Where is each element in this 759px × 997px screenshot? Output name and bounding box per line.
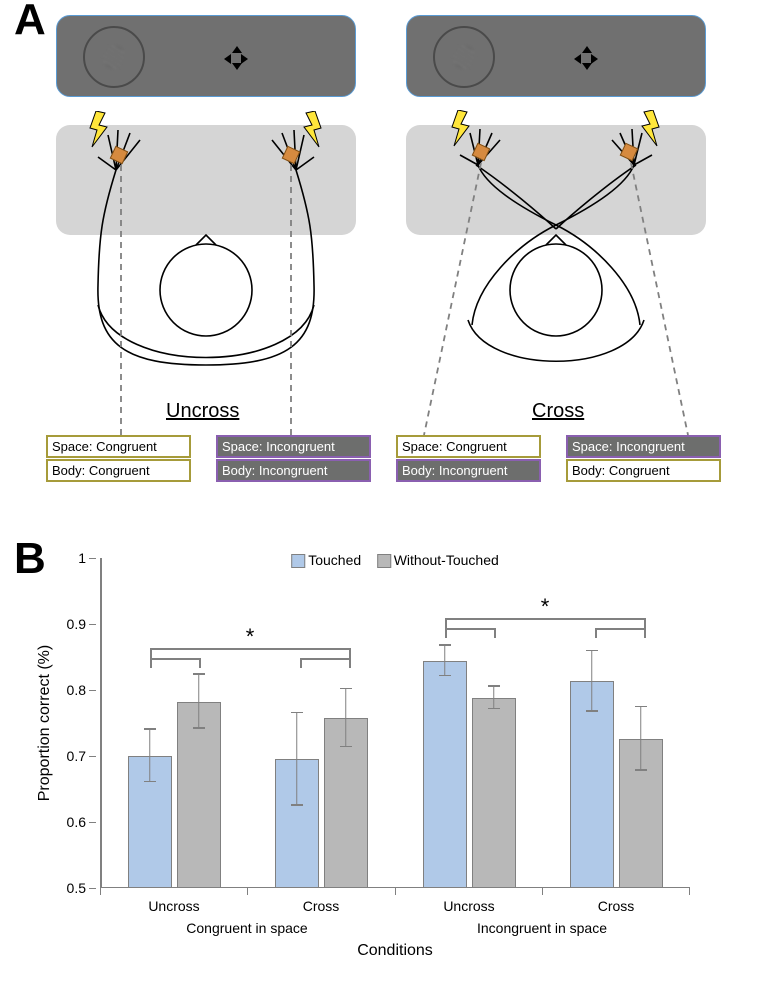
grating-patch (103, 46, 125, 68)
bar (177, 702, 221, 888)
panel-a: Uncross (56, 15, 716, 505)
ytick-label: 0.8 (67, 682, 86, 698)
bar-chart: Proportion correct (%) Conditions Touche… (100, 558, 690, 888)
tag-uncross-right-body: Body: Incongruent (216, 459, 371, 482)
tag-cross-left-body: Body: Incongruent (396, 459, 541, 482)
xtick-uncross-2: Uncross (443, 898, 494, 914)
stimulus-screen-cross (406, 15, 706, 97)
tag-uncross-right-space: Space: Incongruent (216, 435, 371, 458)
sig-star-right: * (541, 594, 550, 620)
error-bar (493, 687, 495, 709)
error-bar (345, 689, 347, 747)
tag-cross-left-space: Space: Congruent (396, 435, 541, 458)
tag-cross-right-body: Body: Congruent (566, 459, 721, 482)
stimulus-screen-uncross (56, 15, 356, 97)
group-label-congruent: Congruent in space (186, 920, 307, 936)
xtick-uncross-1: Uncross (148, 898, 199, 914)
person-cross (406, 115, 706, 385)
ytick-label: 0.9 (67, 616, 86, 632)
lightning-icon (88, 111, 112, 151)
tag-uncross-left-body: Body: Congruent (46, 459, 191, 482)
ytick-label: 0.6 (67, 814, 86, 830)
legend-swatch-touched (291, 554, 305, 568)
uncross-label: Uncross (166, 400, 239, 423)
xtick-cross-2: Cross (598, 898, 635, 914)
legend: Touched Without-Touched (291, 552, 499, 568)
xtick-cross-1: Cross (303, 898, 340, 914)
ytick-label: 1 (78, 550, 86, 566)
bar (423, 661, 467, 888)
y-axis (100, 558, 102, 888)
error-bar (640, 707, 642, 770)
error-bar (149, 730, 151, 783)
bar (472, 698, 516, 888)
panel-a-label: A (14, 0, 46, 45)
lightning-icon (299, 111, 323, 151)
sig-star-left: * (246, 624, 255, 650)
legend-label-without: Without-Touched (394, 552, 499, 568)
panel-b-label: B (14, 534, 46, 584)
lightning-icon (637, 110, 661, 150)
error-bar (198, 675, 200, 729)
x-axis-label: Conditions (357, 942, 433, 960)
cross-label: Cross (532, 400, 584, 423)
legend-swatch-without (377, 554, 391, 568)
fixation-icon (224, 46, 248, 70)
error-bar (444, 646, 446, 676)
tag-cross-right-space: Space: Incongruent (566, 435, 721, 458)
grating-patch (453, 46, 475, 68)
ytick-label: 0.5 (67, 880, 86, 896)
legend-label-touched: Touched (308, 552, 361, 568)
error-bar (591, 651, 593, 712)
lightning-icon (450, 110, 474, 150)
y-axis-label: Proportion correct (%) (36, 645, 54, 802)
panel-b: Proportion correct (%) Conditions Touche… (56, 548, 716, 978)
error-bar (296, 713, 298, 805)
ytick-label: 0.7 (67, 748, 86, 764)
fixation-icon (574, 46, 598, 70)
person-uncross (56, 115, 356, 385)
tag-uncross-left-space: Space: Congruent (46, 435, 191, 458)
bar (570, 681, 614, 888)
group-label-incongruent: Incongruent in space (477, 920, 607, 936)
